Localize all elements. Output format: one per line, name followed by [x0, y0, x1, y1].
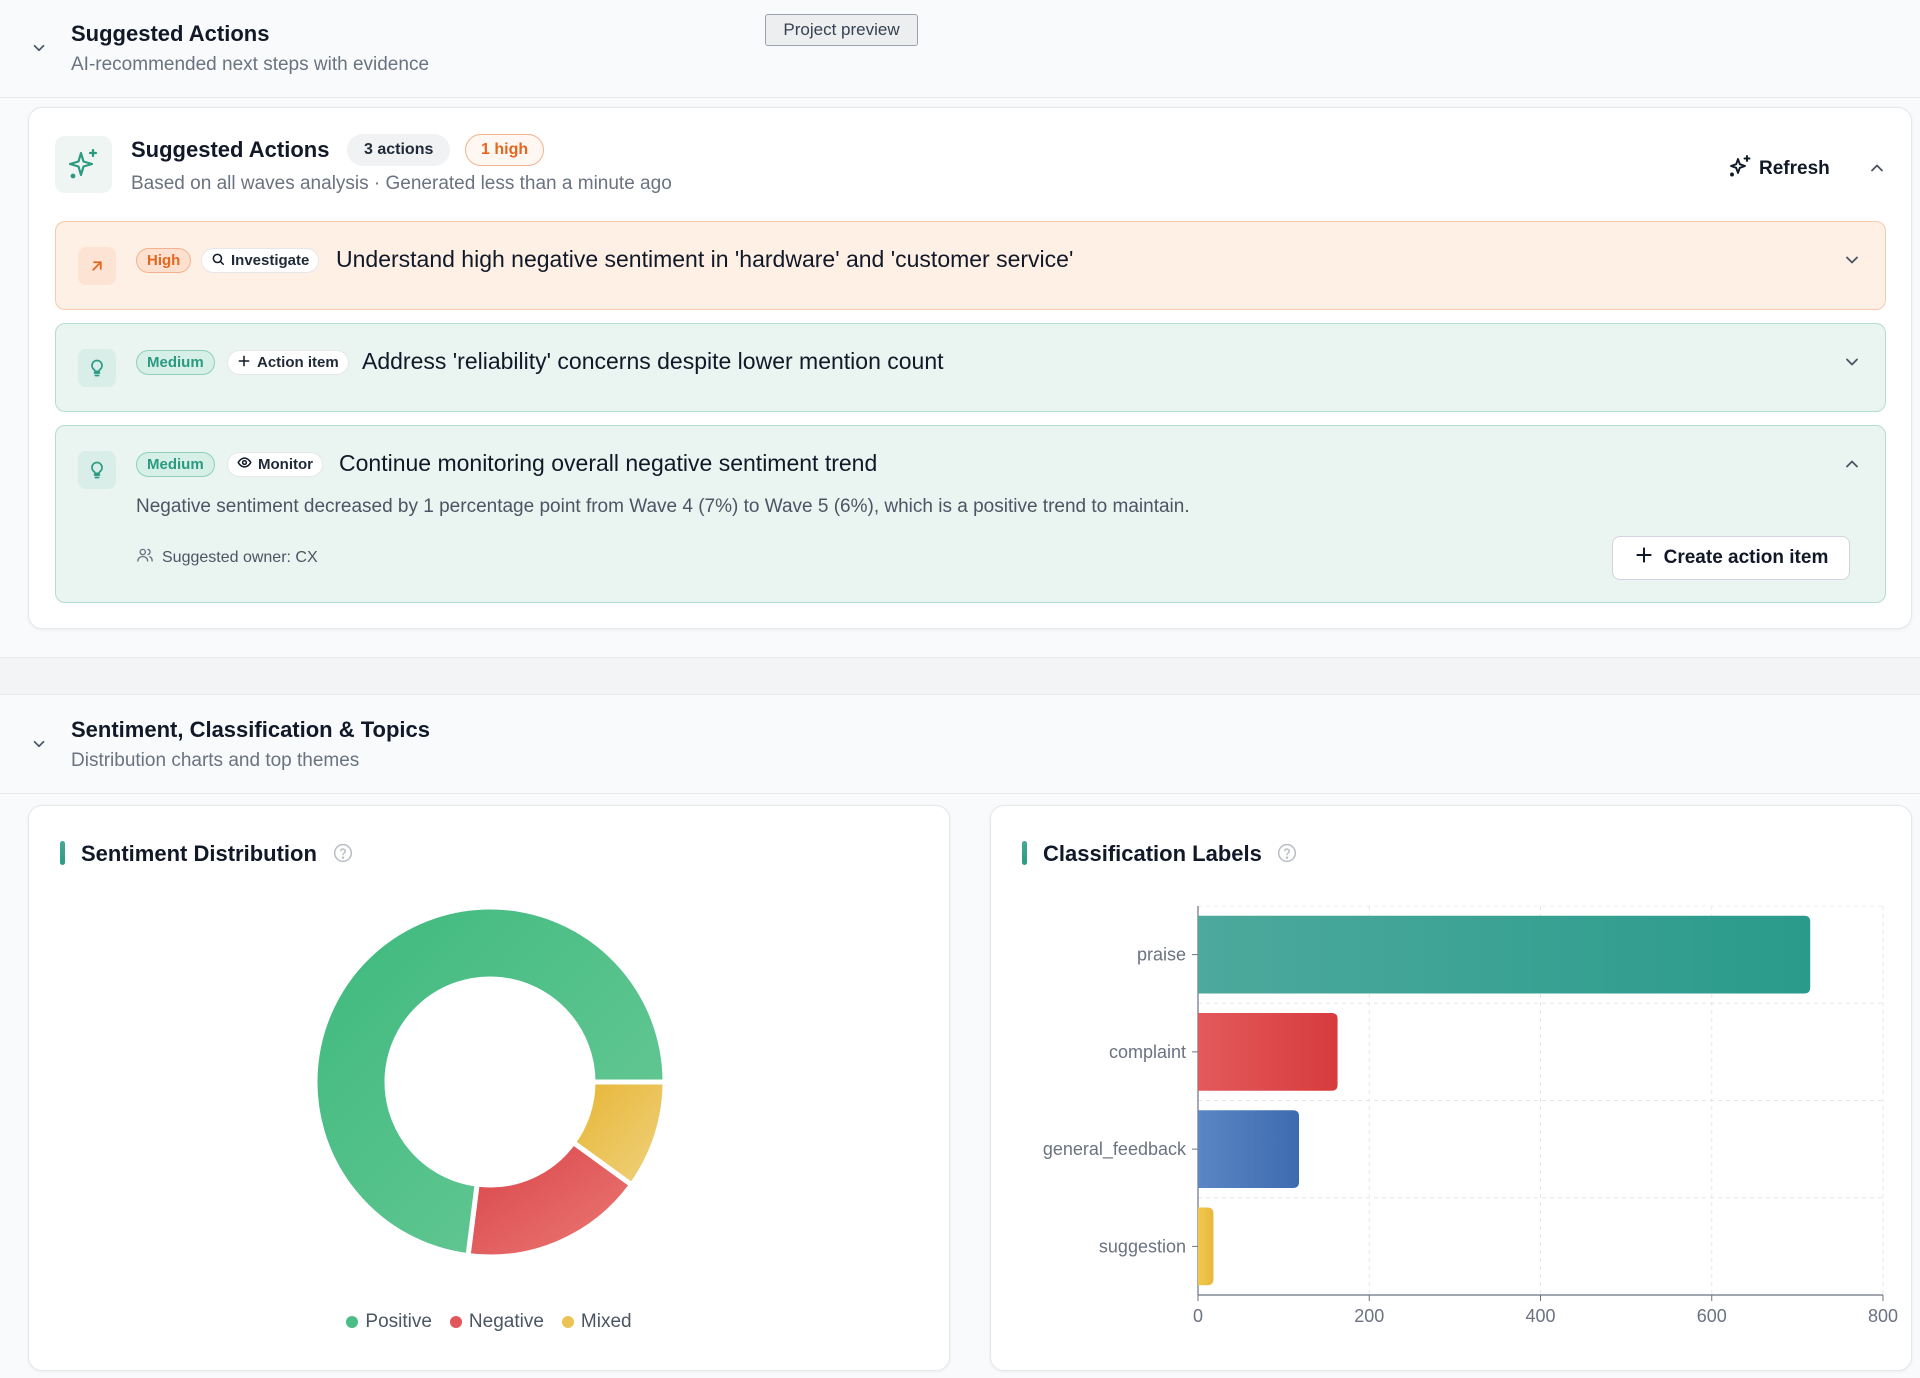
legend-dot	[561, 1316, 574, 1328]
suggested-owner: Suggested owner: CX	[136, 546, 318, 569]
type-badge: Monitor	[227, 452, 323, 477]
suggested-actions-section: Suggested Actions AI-recommended next st…	[0, 0, 1920, 658]
sentiment-distribution-card: Sentiment Distribution Positive	[28, 805, 950, 1371]
y-tick-label: praise	[1137, 945, 1186, 965]
eye-icon	[237, 455, 252, 474]
charts-section-header[interactable]: Sentiment, Classification & Topics Distr…	[0, 695, 1920, 794]
x-tick-label: 800	[1868, 1306, 1898, 1326]
lightbulb-icon	[78, 349, 116, 387]
help-circle-icon[interactable]	[1277, 843, 1297, 863]
action-title: Understand high negative sentiment in 'h…	[336, 246, 1074, 272]
legend-label: Mixed	[580, 1311, 632, 1332]
x-tick-label: 600	[1697, 1306, 1727, 1326]
action-title: Address 'reliability' concerns despite l…	[362, 348, 944, 374]
action-card-action-item[interactable]: Medium Action item Address 'reliability'…	[55, 323, 1886, 412]
chevron-up-icon[interactable]	[1842, 454, 1862, 474]
y-tick-label: general_feedback	[1043, 1139, 1187, 1160]
search-icon	[211, 252, 225, 270]
sparkles-icon	[1727, 153, 1753, 185]
bar-praise[interactable]	[1198, 915, 1811, 994]
section-title: Suggested Actions	[71, 21, 270, 46]
x-tick-label: 200	[1354, 1306, 1384, 1326]
type-badge: Action item	[227, 350, 349, 375]
legend-dot	[346, 1316, 359, 1328]
actions-count-badge: 3 actions	[347, 134, 451, 166]
type-badge: Investigate	[201, 248, 320, 273]
sentiment-donut-chart	[312, 904, 668, 1260]
action-card-investigate[interactable]: High Investigate Understand high negativ…	[55, 221, 1886, 310]
suggested-actions-card: Suggested Actions 3 actions 1 high Based…	[28, 107, 1912, 629]
priority-badge: High	[136, 248, 192, 273]
x-tick-label: 0	[1193, 1306, 1203, 1326]
owner-label: Suggested owner: CX	[162, 548, 318, 566]
create-label: Create action item	[1663, 547, 1829, 568]
sparkles-icon	[55, 136, 112, 193]
help-circle-icon[interactable]	[333, 843, 353, 863]
legend-dot	[449, 1316, 462, 1328]
suggested-actions-section-header[interactable]: Suggested Actions AI-recommended next st…	[0, 0, 1920, 98]
plus-icon	[237, 354, 251, 372]
priority-badge: Medium	[136, 350, 215, 375]
section-subtitle: AI-recommended next steps with evidence	[71, 54, 430, 75]
arrow-up-right-icon	[78, 247, 116, 285]
plus-icon	[1634, 545, 1654, 571]
chevron-down-icon[interactable]	[28, 733, 50, 755]
chevron-down-icon[interactable]	[1842, 352, 1862, 372]
lightbulb-icon	[78, 451, 116, 489]
donut-slice-positive[interactable]	[312, 904, 668, 1259]
users-icon	[136, 546, 154, 569]
classification-labels-card: Classification Labels 0 200 400 600 800 prais…	[990, 805, 1912, 1371]
chevron-down-icon[interactable]	[28, 37, 50, 59]
accent-bar	[60, 841, 65, 865]
sentiment-classification-section: Sentiment, Classification & Topics Distr…	[0, 694, 1920, 1378]
chart-title: Classification Labels	[1043, 841, 1262, 866]
y-tick-label: suggestion	[1099, 1236, 1186, 1256]
legend-label: Positive	[365, 1311, 432, 1332]
classification-bar-chart: 0 200 400 600 800 praise complaint general_feed…	[1043, 905, 1898, 1326]
action-title: Continue monitoring overall negative sen…	[339, 450, 878, 476]
create-action-item-button[interactable]: Create action item	[1612, 536, 1850, 580]
bar-suggestion[interactable]	[1198, 1207, 1214, 1286]
section-title: Sentiment, Classification & Topics	[71, 717, 430, 742]
chart-legend: Positive Negative Mixed	[29, 1311, 949, 1333]
project-preview-tooltip: Project preview	[765, 14, 918, 46]
action-description: Negative sentiment decreased by 1 percen…	[136, 496, 1190, 517]
priority-badge: Medium	[136, 452, 215, 477]
refresh-button[interactable]: Refresh	[1727, 154, 1830, 184]
chart-title: Sentiment Distribution	[81, 841, 317, 866]
legend-item[interactable]: Mixed	[561, 1311, 632, 1333]
legend-item[interactable]: Negative	[449, 1311, 544, 1333]
high-count-badge: 1 high	[465, 134, 545, 166]
type-label: Monitor	[258, 456, 313, 473]
section-subtitle: Distribution charts and top themes	[71, 750, 360, 771]
bar-general_feedback[interactable]	[1198, 1110, 1300, 1189]
x-tick-label: 400	[1525, 1306, 1555, 1326]
action-card-monitor[interactable]: Medium Monitor Continue monitoring overa…	[55, 425, 1886, 603]
refresh-label: Refresh	[1759, 158, 1830, 179]
y-tick-label: complaint	[1109, 1042, 1186, 1062]
legend-item[interactable]: Positive	[346, 1311, 432, 1333]
bar-complaint[interactable]	[1198, 1012, 1338, 1091]
card-title: Suggested Actions	[131, 137, 330, 162]
type-label: Action item	[257, 354, 339, 371]
chevron-down-icon[interactable]	[1842, 250, 1862, 270]
chevron-up-icon[interactable]	[1867, 158, 1887, 178]
type-label: Investigate	[231, 252, 310, 269]
legend-label: Negative	[468, 1311, 544, 1332]
card-subtitle: Based on all waves analysis · Generated …	[131, 173, 672, 194]
accent-bar	[1022, 841, 1027, 865]
